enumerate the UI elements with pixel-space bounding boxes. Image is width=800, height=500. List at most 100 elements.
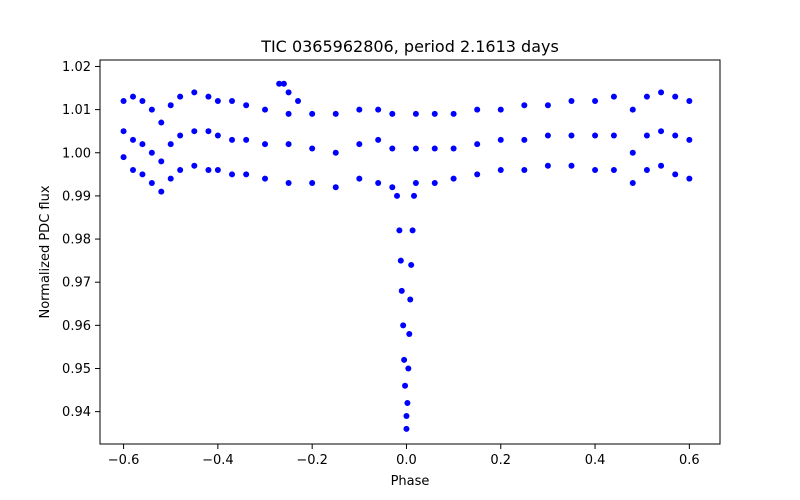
data-point (643, 93, 650, 100)
data-point (497, 167, 504, 174)
data-point (158, 119, 165, 126)
chart-title: TIC 0365962806, period 2.1613 days (260, 37, 559, 56)
data-point (375, 136, 382, 143)
data-points (120, 80, 693, 432)
data-point (474, 171, 481, 178)
data-point (243, 136, 250, 143)
plot-frame (99, 59, 721, 445)
data-point (356, 106, 363, 113)
data-point (411, 192, 418, 199)
data-point (450, 145, 457, 152)
data-point (243, 171, 250, 178)
data-point (544, 102, 551, 109)
data-point (229, 171, 236, 178)
data-point (139, 171, 146, 178)
data-point (229, 136, 236, 143)
data-point (148, 106, 155, 113)
x-tick-label: −0.2 (296, 453, 328, 468)
data-point (389, 110, 396, 117)
data-point (262, 141, 269, 148)
data-point (497, 106, 504, 113)
data-point (402, 382, 409, 389)
data-point (276, 80, 283, 87)
data-point (658, 128, 665, 135)
data-point (521, 136, 528, 143)
data-point (412, 145, 419, 152)
data-point (592, 97, 599, 104)
data-point (568, 162, 575, 169)
data-point (408, 261, 415, 268)
data-point (405, 365, 412, 372)
data-point (205, 93, 212, 100)
data-point (629, 106, 636, 113)
y-tick-label: 0.96 (62, 319, 91, 334)
data-point (177, 93, 184, 100)
data-point (177, 167, 184, 174)
x-tick-label: −0.6 (108, 453, 140, 468)
x-tick-label: 0.6 (679, 453, 700, 468)
y-tick-label: 0.94 (62, 405, 91, 420)
data-point (658, 162, 665, 169)
data-point (309, 110, 316, 117)
data-point (285, 89, 292, 96)
data-point (375, 179, 382, 186)
data-point (686, 97, 693, 104)
data-point (409, 227, 416, 234)
y-tick-label: 0.97 (62, 276, 91, 291)
data-point (672, 132, 679, 139)
data-point (139, 97, 146, 104)
data-point (205, 128, 212, 135)
data-point (167, 175, 174, 182)
data-point (672, 93, 679, 100)
data-point (389, 145, 396, 152)
y-tick-label: 1.00 (62, 146, 91, 161)
data-point (280, 80, 287, 87)
data-point (396, 227, 403, 234)
data-point (229, 97, 236, 104)
y-axis: 0.94 0.95 0.96 0.97 0.98 0.99 1.00 1.01 1.02 (62, 60, 100, 420)
data-point (610, 132, 617, 139)
data-point (521, 167, 528, 174)
data-point (332, 110, 339, 117)
data-point (431, 110, 438, 117)
data-point (400, 322, 407, 329)
data-point (474, 106, 481, 113)
data-point (158, 158, 165, 165)
data-point (148, 179, 155, 186)
data-point (285, 179, 292, 186)
data-point (568, 97, 575, 104)
data-point (592, 132, 599, 139)
y-tick-label: 1.02 (62, 60, 91, 75)
data-point (167, 141, 174, 148)
data-point (431, 179, 438, 186)
data-point (262, 175, 269, 182)
data-point (592, 167, 599, 174)
data-point (262, 106, 269, 113)
x-axis: −0.6 −0.4 −0.2 0.0 0.2 0.4 0.6 (108, 444, 700, 468)
data-point (568, 132, 575, 139)
data-point (130, 136, 136, 143)
x-axis-label: Phase (391, 474, 430, 489)
data-point (356, 141, 363, 148)
data-point (686, 136, 693, 143)
data-point (139, 141, 146, 148)
data-point (610, 93, 617, 100)
y-tick-label: 0.98 (62, 233, 91, 248)
data-point (629, 179, 636, 186)
data-point (120, 97, 127, 104)
data-point (205, 167, 212, 174)
data-point (332, 149, 339, 156)
data-point (398, 287, 405, 294)
data-point (643, 167, 650, 174)
data-point (148, 149, 155, 156)
data-point (401, 356, 408, 363)
data-point (332, 184, 339, 191)
data-point (309, 145, 316, 152)
data-point (394, 192, 401, 199)
data-point (130, 167, 136, 174)
y-tick-label: 0.99 (62, 189, 91, 204)
data-point (412, 110, 419, 117)
data-point (406, 330, 413, 337)
data-point (375, 106, 382, 113)
